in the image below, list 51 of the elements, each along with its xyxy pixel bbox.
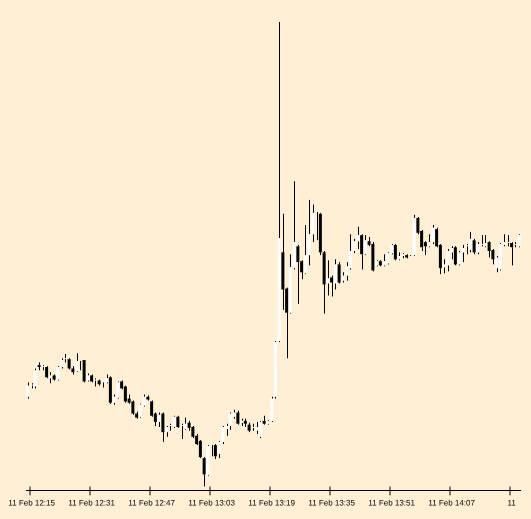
x-tick-label: 11 Feb 13:03 [188, 498, 236, 508]
candlestick [255, 421, 258, 434]
candlestick [38, 362, 41, 371]
candlestick [338, 262, 341, 284]
candlestick [458, 250, 461, 266]
candlestick [90, 374, 94, 383]
x-tick-label: 11 [507, 498, 516, 508]
candlestick [281, 213, 284, 310]
candlestick [296, 244, 300, 304]
candlestick [498, 242, 502, 271]
x-tick-label: 11 Feb 13:51 [368, 498, 416, 508]
candlestick [52, 374, 56, 382]
x-tick-label: 11 Feb 14:07 [428, 498, 476, 508]
candlestick [202, 456, 206, 487]
candlestick [468, 231, 472, 253]
x-tick-label: 11 Feb 12:31 [68, 498, 116, 508]
candlestick [506, 234, 510, 247]
candlestick [278, 22, 281, 342]
candlestick [274, 340, 277, 400]
candlestick [82, 360, 86, 383]
candlestick [244, 418, 247, 428]
x-tick-label: 11 Feb 12:15 [8, 498, 56, 508]
candlestick [364, 234, 367, 256]
candlestick [34, 368, 37, 389]
x-tick-label: 11 Feb 13:19 [248, 498, 296, 508]
candlestick [270, 396, 274, 422]
candlestick [431, 224, 434, 244]
candlestick [476, 242, 480, 255]
candlestick [356, 226, 360, 250]
x-tick-label: 11 Feb 12:47 [128, 498, 176, 508]
candlestick [214, 444, 217, 460]
candlestick [258, 420, 262, 439]
candlestick [382, 254, 386, 267]
candlestick [412, 214, 416, 257]
candlestick [210, 444, 214, 457]
candlestick [378, 260, 382, 267]
candlestick [75, 352, 78, 373]
candlestick [405, 254, 408, 259]
candlestick [236, 410, 240, 426]
candlestick [446, 248, 450, 272]
candlestick [401, 252, 404, 259]
candlestick [484, 234, 487, 248]
candlestick [26, 382, 30, 400]
candlestick [146, 394, 150, 401]
candlestick [461, 244, 464, 263]
candlestick [98, 379, 101, 386]
candlestick [94, 378, 97, 388]
candlestick [161, 412, 164, 442]
candlestick [248, 422, 251, 433]
x-tick-label: 11 Feb 13:35 [308, 498, 356, 508]
candlestick [68, 358, 71, 370]
